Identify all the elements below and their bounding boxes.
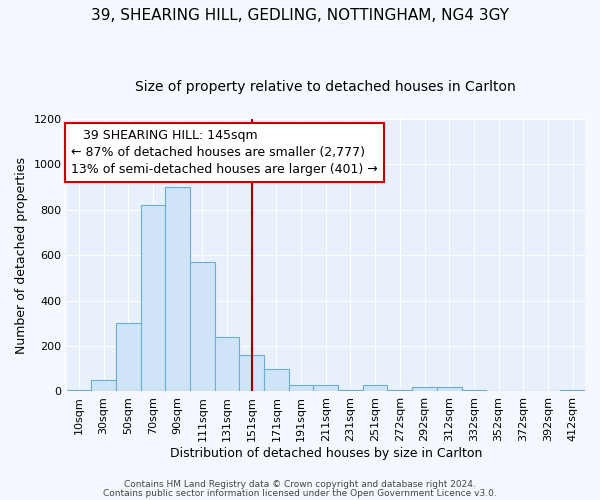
Bar	[190, 262, 215, 392]
Bar	[116, 324, 140, 392]
Bar	[91, 380, 116, 392]
Bar	[412, 387, 437, 392]
Bar	[239, 355, 264, 392]
Bar	[313, 384, 338, 392]
Bar	[140, 205, 165, 392]
Y-axis label: Number of detached properties: Number of detached properties	[15, 156, 28, 354]
Bar	[437, 387, 461, 392]
Bar	[67, 390, 91, 392]
Bar	[165, 187, 190, 392]
X-axis label: Distribution of detached houses by size in Carlton: Distribution of detached houses by size …	[170, 447, 482, 460]
Bar	[560, 390, 585, 392]
Text: 39 SHEARING HILL: 145sqm
← 87% of detached houses are smaller (2,777)
13% of sem: 39 SHEARING HILL: 145sqm ← 87% of detach…	[71, 129, 378, 176]
Title: Size of property relative to detached houses in Carlton: Size of property relative to detached ho…	[136, 80, 516, 94]
Text: Contains HM Land Registry data © Crown copyright and database right 2024.: Contains HM Land Registry data © Crown c…	[124, 480, 476, 489]
Bar	[215, 337, 239, 392]
Bar	[338, 390, 363, 392]
Text: Contains public sector information licensed under the Open Government Licence v3: Contains public sector information licen…	[103, 488, 497, 498]
Bar	[461, 390, 486, 392]
Bar	[264, 368, 289, 392]
Text: 39, SHEARING HILL, GEDLING, NOTTINGHAM, NG4 3GY: 39, SHEARING HILL, GEDLING, NOTTINGHAM, …	[91, 8, 509, 22]
Bar	[289, 384, 313, 392]
Bar	[363, 384, 388, 392]
Bar	[388, 390, 412, 392]
